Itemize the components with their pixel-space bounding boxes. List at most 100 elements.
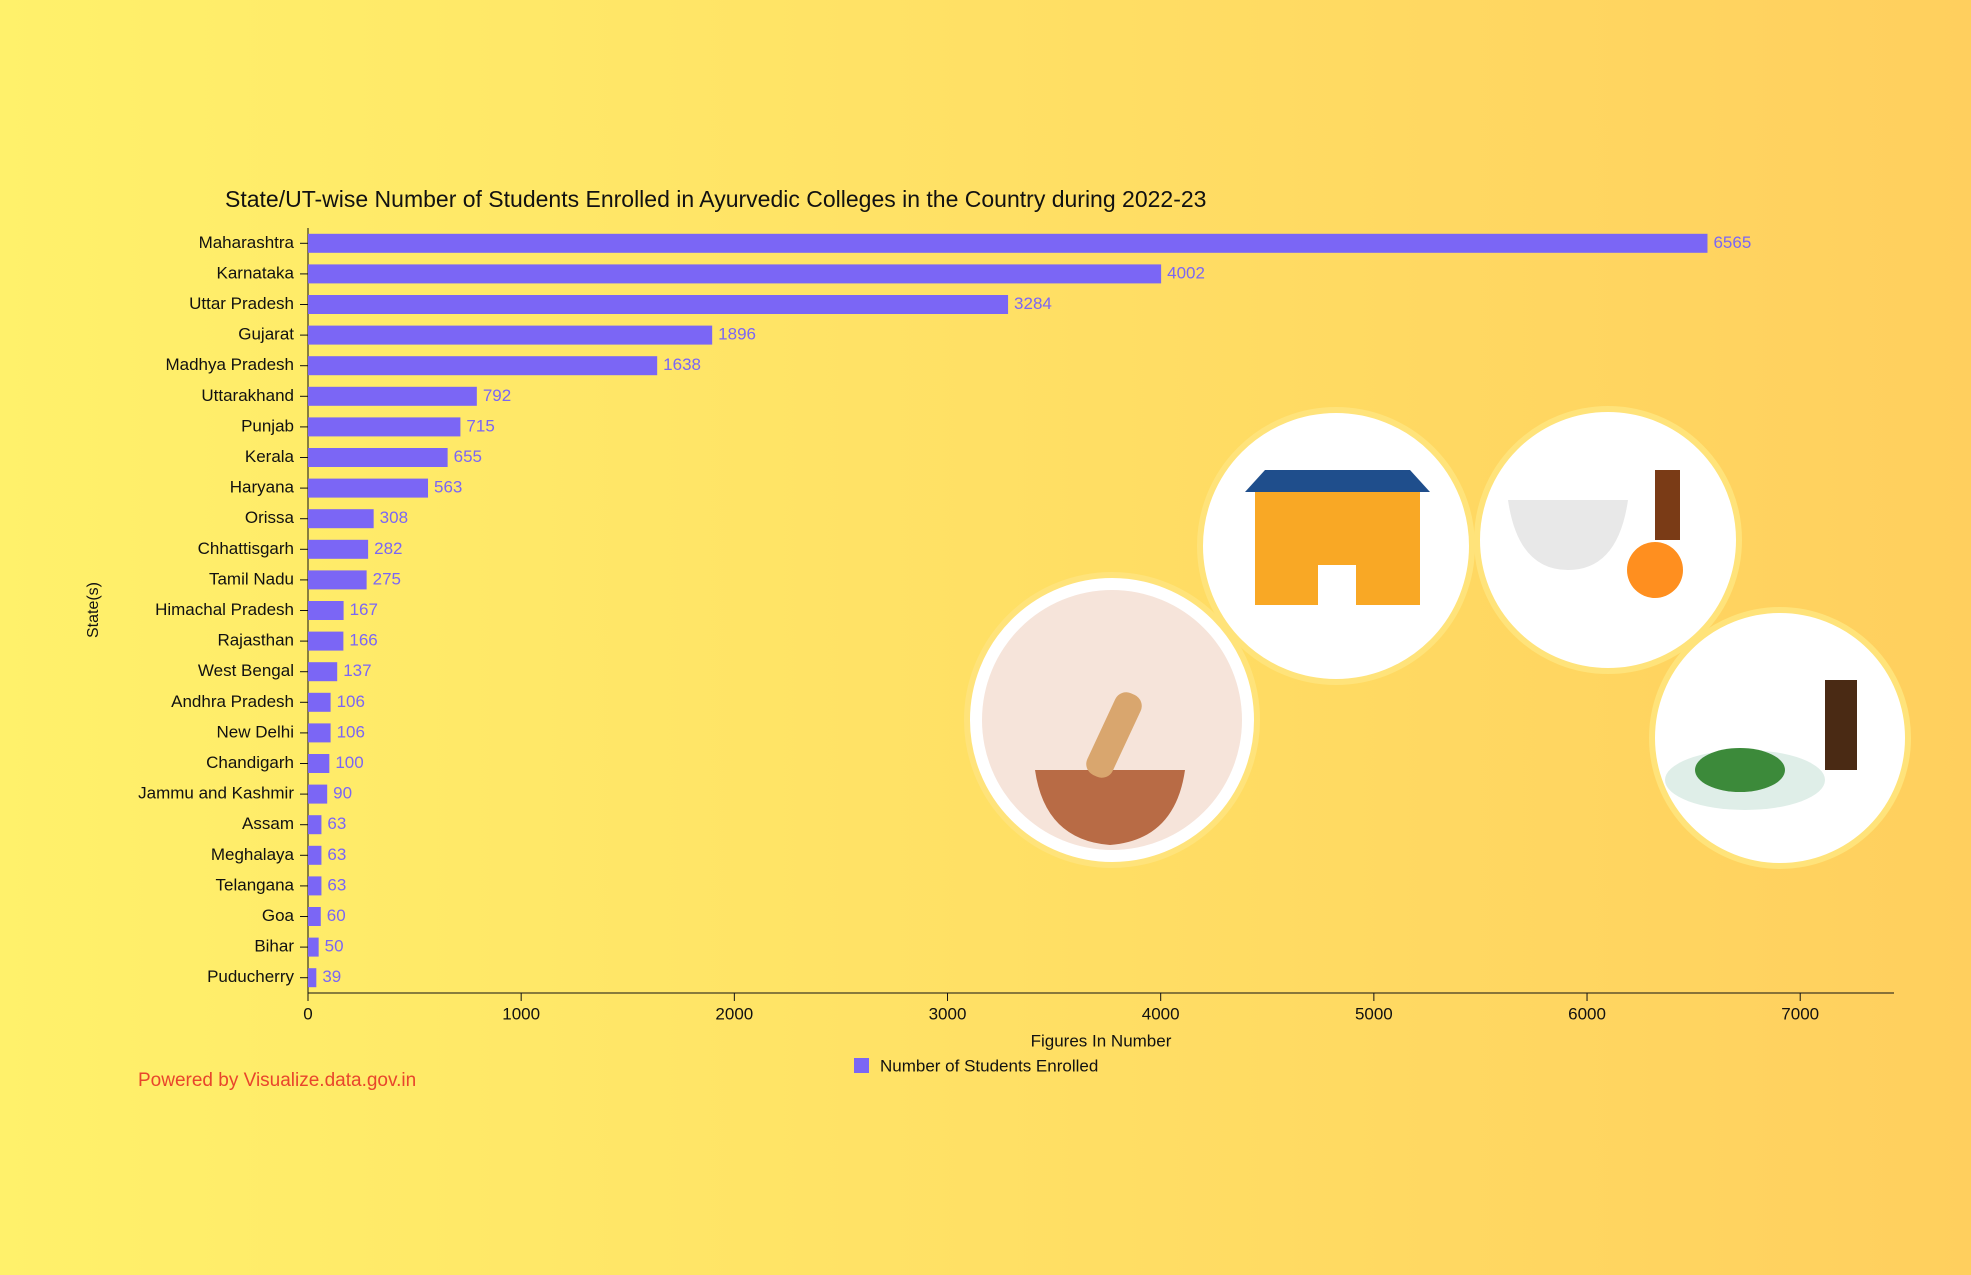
value-label: 90 <box>333 784 352 803</box>
y-tick-label: Kerala <box>245 447 295 466</box>
bar <box>308 448 448 467</box>
bar <box>308 662 338 682</box>
bar <box>308 754 330 773</box>
bar <box>308 478 429 498</box>
bar <box>308 692 331 712</box>
x-axis-label: Figures In Number <box>1031 1031 1172 1050</box>
bar <box>308 937 319 957</box>
value-label: 1638 <box>663 355 701 374</box>
value-label: 6565 <box>1713 233 1751 252</box>
value-label: 63 <box>327 814 346 833</box>
value-label: 655 <box>454 447 482 466</box>
value-label: 60 <box>327 906 346 925</box>
value-label: 106 <box>337 692 365 711</box>
y-tick-label: Bihar <box>254 937 294 956</box>
bar <box>308 968 317 988</box>
y-tick-label: Chandigarh <box>206 753 294 772</box>
bar <box>308 509 374 529</box>
y-tick-label: New Delhi <box>217 722 294 741</box>
y-tick-label: Orissa <box>245 508 295 527</box>
y-tick-label: Rajasthan <box>217 631 294 650</box>
value-label: 563 <box>434 478 462 497</box>
x-tick-label: 3000 <box>929 1004 967 1023</box>
pestle <box>1086 692 1142 778</box>
value-label: 63 <box>327 845 346 864</box>
bar <box>308 723 331 743</box>
value-label: 50 <box>325 937 344 956</box>
y-tick-label: Chhattisgarh <box>198 539 294 558</box>
chart-title: State/UT-wise Number of Students Enrolle… <box>225 186 1206 212</box>
bar <box>308 233 1708 253</box>
value-label: 137 <box>343 661 371 680</box>
x-tick-label: 6000 <box>1568 1004 1606 1023</box>
bar <box>308 570 367 590</box>
mortar <box>1508 500 1628 570</box>
roof <box>1245 470 1430 492</box>
x-tick-label: 5000 <box>1355 1004 1393 1023</box>
bar <box>308 325 713 345</box>
illustrations <box>964 406 1911 869</box>
bar <box>308 356 658 376</box>
y-tick-label: Karnataka <box>217 263 295 282</box>
y-tick-label: Meghalaya <box>211 845 295 864</box>
bar <box>308 601 344 620</box>
value-label: 106 <box>337 722 365 741</box>
value-label: 39 <box>322 967 341 986</box>
bar <box>308 264 1162 284</box>
door <box>1318 565 1356 605</box>
value-label: 308 <box>380 508 408 527</box>
value-label: 715 <box>466 416 494 435</box>
value-label: 100 <box>335 753 363 772</box>
bar <box>308 631 344 651</box>
bar <box>308 845 322 865</box>
value-label: 1896 <box>718 325 756 344</box>
y-tick-label: Maharashtra <box>199 233 295 252</box>
bar <box>308 876 322 896</box>
value-label: 63 <box>327 875 346 894</box>
y-tick-label: Haryana <box>230 478 295 497</box>
bottle <box>1655 470 1680 540</box>
value-label: 4002 <box>1167 263 1205 282</box>
value-label: 275 <box>373 569 401 588</box>
bar <box>308 539 369 559</box>
flower <box>1627 542 1683 598</box>
x-tick-label: 2000 <box>715 1004 753 1023</box>
y-axis-label: State(s) <box>85 582 102 638</box>
y-tick-label: Gujarat <box>238 325 294 344</box>
y-tick-label: Uttarakhand <box>201 386 294 405</box>
illustration-circle <box>1649 607 1911 869</box>
x-tick-label: 0 <box>303 1004 312 1023</box>
y-tick-label: Uttar Pradesh <box>189 294 294 313</box>
y-tick-label: Madhya Pradesh <box>165 355 294 374</box>
leaf <box>1695 748 1785 792</box>
y-tick-label: Jammu and Kashmir <box>138 784 294 803</box>
x-tick-label: 4000 <box>1142 1004 1180 1023</box>
bar <box>308 784 328 804</box>
y-tick-label: Telangana <box>216 875 295 894</box>
bar <box>308 815 322 835</box>
x-tick-label: 1000 <box>502 1004 540 1023</box>
mortar <box>1035 770 1185 845</box>
legend-swatch <box>854 1058 869 1073</box>
y-tick-label: West Bengal <box>198 661 294 680</box>
credit: Powered by Visualize.data.gov.in <box>138 1070 416 1091</box>
y-tick-label: Punjab <box>241 416 294 435</box>
value-label: 166 <box>349 631 377 650</box>
value-label: 167 <box>350 600 378 619</box>
bottle <box>1825 680 1857 770</box>
value-label: 3284 <box>1014 294 1052 313</box>
bar <box>308 295 1009 314</box>
bar <box>308 386 477 406</box>
y-tick-label: Tamil Nadu <box>209 569 294 588</box>
y-tick-label: Andhra Pradesh <box>171 692 294 711</box>
y-tick-label: Assam <box>242 814 294 833</box>
value-label: 792 <box>483 386 511 405</box>
value-label: 282 <box>374 539 402 558</box>
y-tick-label: Goa <box>262 906 295 925</box>
x-tick-label: 7000 <box>1781 1004 1819 1023</box>
legend-label: Number of Students Enrolled <box>880 1056 1098 1075</box>
y-tick-label: Himachal Pradesh <box>155 600 294 619</box>
bar <box>308 907 321 926</box>
y-tick-label: Puducherry <box>207 967 294 986</box>
